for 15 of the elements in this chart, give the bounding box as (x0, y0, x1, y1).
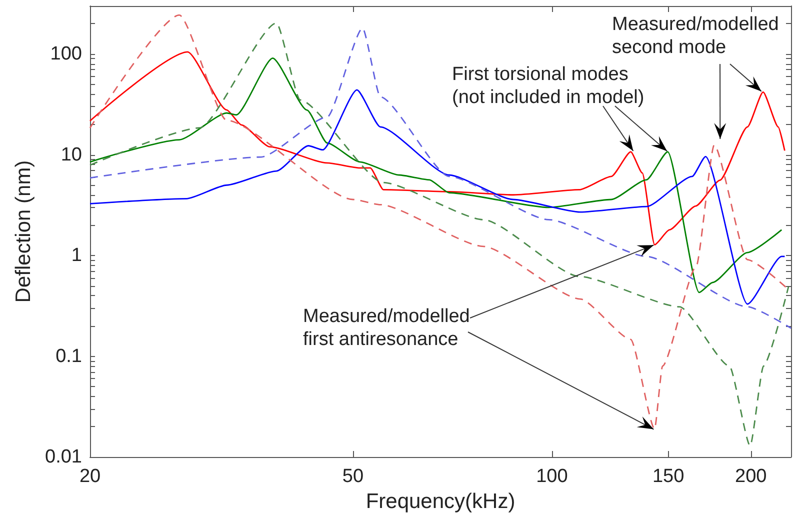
x-tick-label: 150 (652, 466, 684, 487)
annotation: Measured/modelled first antiresonance (303, 306, 470, 350)
x-tick-label: 100 (536, 466, 568, 487)
x-axis-title: Frequency(kHz) (366, 490, 516, 513)
x-tick-label: 20 (79, 466, 101, 487)
y-tick-label: 0.1 (56, 346, 82, 367)
x-tick-label: 200 (735, 466, 767, 487)
y-tick-label: 1 (71, 245, 82, 266)
y-axis-title: Deflection (nm) (12, 160, 35, 303)
annotation: Measured/modelled second mode (612, 14, 779, 58)
y-tick-label: 0.01 (45, 446, 82, 468)
y-tick-label: 10 (60, 144, 82, 166)
annotation: First torsional modes (not included in model) (452, 64, 644, 108)
x-tick-label: 50 (342, 466, 364, 487)
y-tick-label: 100 (50, 44, 82, 65)
